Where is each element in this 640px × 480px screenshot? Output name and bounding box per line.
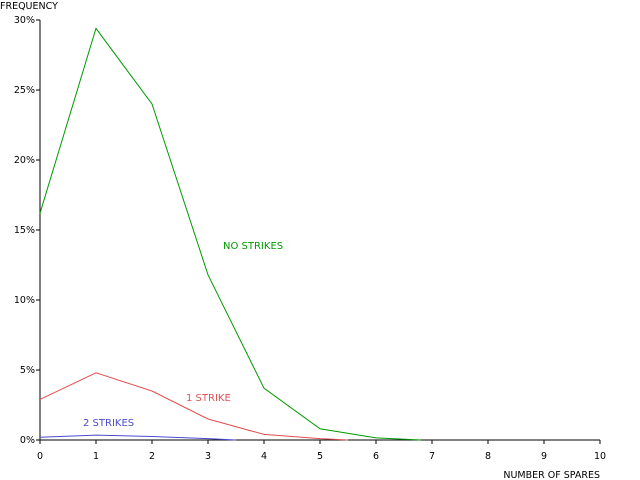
series-label-2-strikes: 2 STRIKES xyxy=(83,418,134,429)
y-tick-label: 20% xyxy=(14,155,35,166)
series-line-0 xyxy=(39,27,421,441)
x-tick-label: 8 xyxy=(485,451,491,462)
x-axis-label: NUMBER OF SPARES xyxy=(503,470,600,480)
x-tick-label: 2 xyxy=(149,451,155,462)
x-tick-label: 6 xyxy=(373,451,379,462)
x-tick-label: 7 xyxy=(429,451,435,462)
series-line-1 xyxy=(39,372,349,441)
x-tick-label: 5 xyxy=(317,451,323,462)
x-tick-label: 4 xyxy=(261,451,267,462)
y-tick-label: 10% xyxy=(14,295,35,306)
x-tick-label: 1 xyxy=(93,451,99,462)
y-tick-label: 30% xyxy=(14,15,35,26)
series-label-1-strike: 1 STRIKE xyxy=(186,393,231,404)
x-tick-label: 9 xyxy=(541,451,547,462)
y-tick-label: 0% xyxy=(20,435,35,446)
series-label-no-strikes: NO STRIKES xyxy=(223,241,283,252)
y-tick-label: 25% xyxy=(14,85,35,96)
y-axis-label: FREQUENCY xyxy=(0,1,58,12)
x-tick-label: 0 xyxy=(37,451,43,462)
series-line-2 xyxy=(39,434,237,441)
x-tick-label: 10 xyxy=(594,451,606,462)
y-tick-label: 5% xyxy=(20,365,35,376)
y-tick-label: 15% xyxy=(14,225,35,236)
x-tick-label: 3 xyxy=(205,451,211,462)
